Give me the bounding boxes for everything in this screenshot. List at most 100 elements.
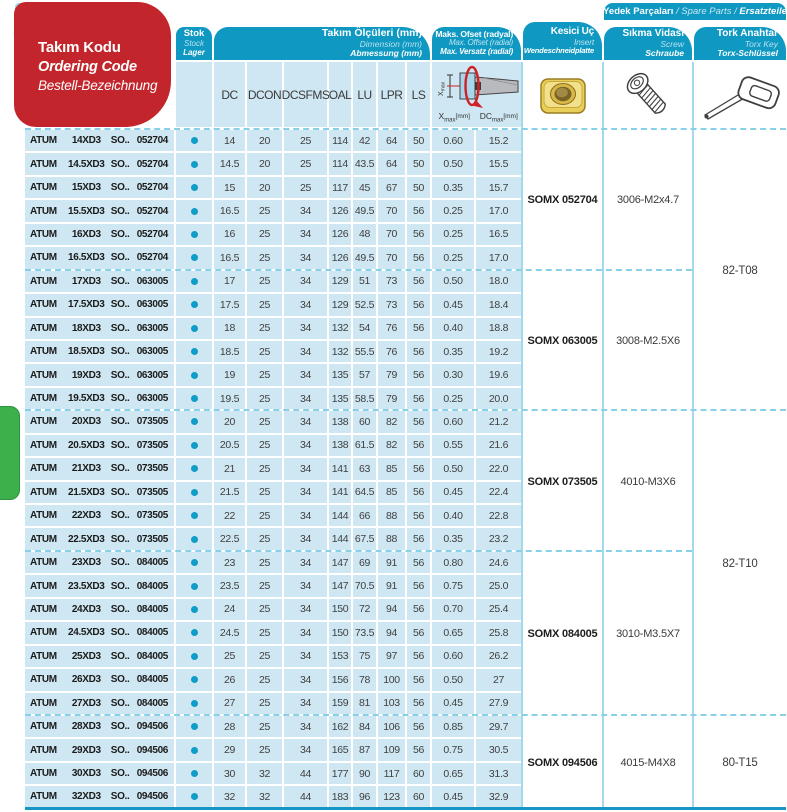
stock-dot-icon bbox=[190, 582, 198, 590]
stock-indicator-cell bbox=[176, 505, 212, 529]
cell-dc: 14.5 bbox=[214, 153, 245, 177]
cell-dcmax: 25.4 bbox=[476, 598, 521, 623]
table-row: ATUM 26XD3 SO.. 084005 26 25 34 156 78 100 56 0.50 2… bbox=[25, 669, 521, 693]
code-brand: ATUM bbox=[30, 416, 57, 428]
header-dimensions: Takım Ölçüleri (mm) Dimension (mm) Abmes… bbox=[214, 27, 430, 60]
cell-lpr: 94 bbox=[378, 598, 405, 623]
cell-dcsfms: 34 bbox=[284, 598, 327, 623]
code-codenum: 063005 bbox=[136, 393, 169, 405]
code-suffix: SO.. bbox=[110, 135, 130, 147]
stock-indicator-cell bbox=[176, 622, 212, 646]
cell-dcmax: 17.0 bbox=[476, 247, 521, 271]
table-row: ATUM 27XD3 SO.. 084005 27 25 34 159 81 103 56 0.45 2… bbox=[25, 692, 521, 716]
cell-ls: 56 bbox=[407, 364, 430, 388]
cell-dcmax: 21.6 bbox=[476, 434, 521, 459]
code-codenum: 073505 bbox=[136, 486, 169, 498]
code-brand: ATUM bbox=[30, 697, 57, 709]
cell-ls: 56 bbox=[407, 598, 430, 623]
table-row: ATUM 17.5XD3 SO.. 063005 17.5 25 34 129 52.5 73 56… bbox=[25, 294, 521, 318]
cell-xmax: 0.60 bbox=[432, 645, 474, 670]
ordering-code-header: Takım Kodu Ordering Code Bestell-Bezeich… bbox=[14, 2, 171, 127]
cell-lu: 69 bbox=[353, 551, 376, 576]
cell-dcsfms: 34 bbox=[284, 294, 327, 318]
torx-column: 82-T08 82-T10 80-T15 bbox=[694, 130, 786, 810]
header-stock-de: Lager bbox=[183, 47, 205, 57]
screw-column: 3006-M2x4.7 3008-M2.5X6 4010-M3X6 3010-M3.5… bbox=[604, 130, 692, 810]
stock-dot-icon bbox=[190, 348, 198, 356]
group-separator-dashed-line bbox=[25, 268, 692, 271]
cell-lu: 57 bbox=[353, 364, 376, 388]
cell-xmax: 0.25 bbox=[432, 247, 474, 271]
code-brand: ATUM bbox=[30, 463, 57, 475]
cell-dcon: 20 bbox=[247, 130, 282, 154]
cell-dcsfms: 34 bbox=[284, 739, 327, 763]
cell-lpr: 88 bbox=[378, 528, 405, 552]
ordering-code-cell: ATUM 21.5XD3 SO.. 073505 bbox=[25, 481, 174, 505]
ordering-code-cell: ATUM 18.5XD3 SO.. 063005 bbox=[25, 340, 174, 365]
table-bottom-rule bbox=[25, 807, 786, 810]
dcmax-label: DCmax[mm] bbox=[479, 111, 518, 124]
code-suffix: SO.. bbox=[110, 346, 130, 358]
spare-parts-tr: Yedek Parçaları bbox=[603, 6, 674, 17]
cell-dcsfms: 34 bbox=[284, 622, 327, 646]
cell-dcmax: 29.7 bbox=[476, 715, 521, 740]
cell-lpr: 64 bbox=[378, 130, 405, 154]
cell-oal: 159 bbox=[329, 692, 351, 716]
cell-lpr: 79 bbox=[378, 364, 405, 388]
cell-dcsfms: 34 bbox=[284, 528, 327, 552]
code-suffix: SO.. bbox=[110, 674, 130, 686]
stock-dot-icon bbox=[190, 512, 198, 520]
cell-oal: 156 bbox=[329, 669, 351, 693]
ordering-code-cell: ATUM 29XD3 SO.. 094506 bbox=[25, 739, 174, 763]
cell-lu: 51 bbox=[353, 270, 376, 295]
screw-icon-cell bbox=[604, 62, 692, 127]
cell-xmax: 0.50 bbox=[432, 458, 474, 482]
stock-dot-icon bbox=[190, 535, 198, 543]
cell-lpr: 97 bbox=[378, 645, 405, 670]
code-size: 17.5XD3 bbox=[68, 299, 105, 311]
stock-indicator-cell bbox=[176, 645, 212, 670]
cell-xmax: 0.40 bbox=[432, 505, 474, 529]
cell-dcsfms: 34 bbox=[284, 669, 327, 693]
cell-lu: 66 bbox=[353, 505, 376, 529]
ordering-code-cell: ATUM 16.5XD3 SO.. 052704 bbox=[25, 247, 174, 271]
stock-dot-icon bbox=[190, 465, 198, 473]
cell-xmax: 0.55 bbox=[432, 434, 474, 459]
code-size: 19XD3 bbox=[71, 369, 101, 381]
cell-dcmax: 30.5 bbox=[476, 739, 521, 763]
cell-dc: 21 bbox=[214, 458, 245, 482]
insert-code-cell: SOMX 084005 bbox=[527, 628, 598, 641]
ordering-code-title-en: Ordering Code bbox=[38, 59, 137, 76]
cell-dcon: 25 bbox=[247, 575, 282, 599]
cell-lpr: 70 bbox=[378, 200, 405, 224]
cell-dcsfms: 25 bbox=[284, 176, 327, 201]
cell-ls: 56 bbox=[407, 200, 430, 224]
code-suffix: SO.. bbox=[110, 627, 130, 639]
code-suffix: SO.. bbox=[110, 557, 130, 569]
insert-code-cell: SOMX 073505 bbox=[527, 475, 598, 488]
code-brand: ATUM bbox=[30, 182, 57, 194]
ordering-code-cell: ATUM 15XD3 SO.. 052704 bbox=[25, 176, 174, 201]
cell-dc: 19 bbox=[214, 364, 245, 388]
cell-xmax: 0.70 bbox=[432, 598, 474, 623]
cell-lu: 87 bbox=[353, 739, 376, 763]
cell-dcsfms: 34 bbox=[284, 481, 327, 505]
cell-dcsfms: 34 bbox=[284, 223, 327, 248]
stock-indicator-cell bbox=[176, 294, 212, 318]
code-suffix: SO.. bbox=[110, 322, 130, 334]
stock-dot-icon bbox=[190, 746, 198, 754]
code-codenum: 063005 bbox=[136, 322, 169, 334]
insert-code-cell: SOMX 052704 bbox=[527, 194, 598, 207]
header-max-offset-tr: Maks. Ofset (radyal) bbox=[435, 28, 513, 39]
cell-dcsfms: 34 bbox=[284, 340, 327, 365]
cell-dcon: 25 bbox=[247, 200, 282, 224]
cell-xmax: 0.60 bbox=[432, 411, 474, 435]
cell-dcon: 25 bbox=[247, 434, 282, 459]
cell-lu: 48 bbox=[353, 223, 376, 248]
code-codenum: 063005 bbox=[136, 369, 169, 381]
cell-oal: 135 bbox=[329, 387, 351, 412]
cell-ls: 56 bbox=[407, 575, 430, 599]
cell-dcsfms: 25 bbox=[284, 153, 327, 177]
cell-dcsfms: 34 bbox=[284, 505, 327, 529]
